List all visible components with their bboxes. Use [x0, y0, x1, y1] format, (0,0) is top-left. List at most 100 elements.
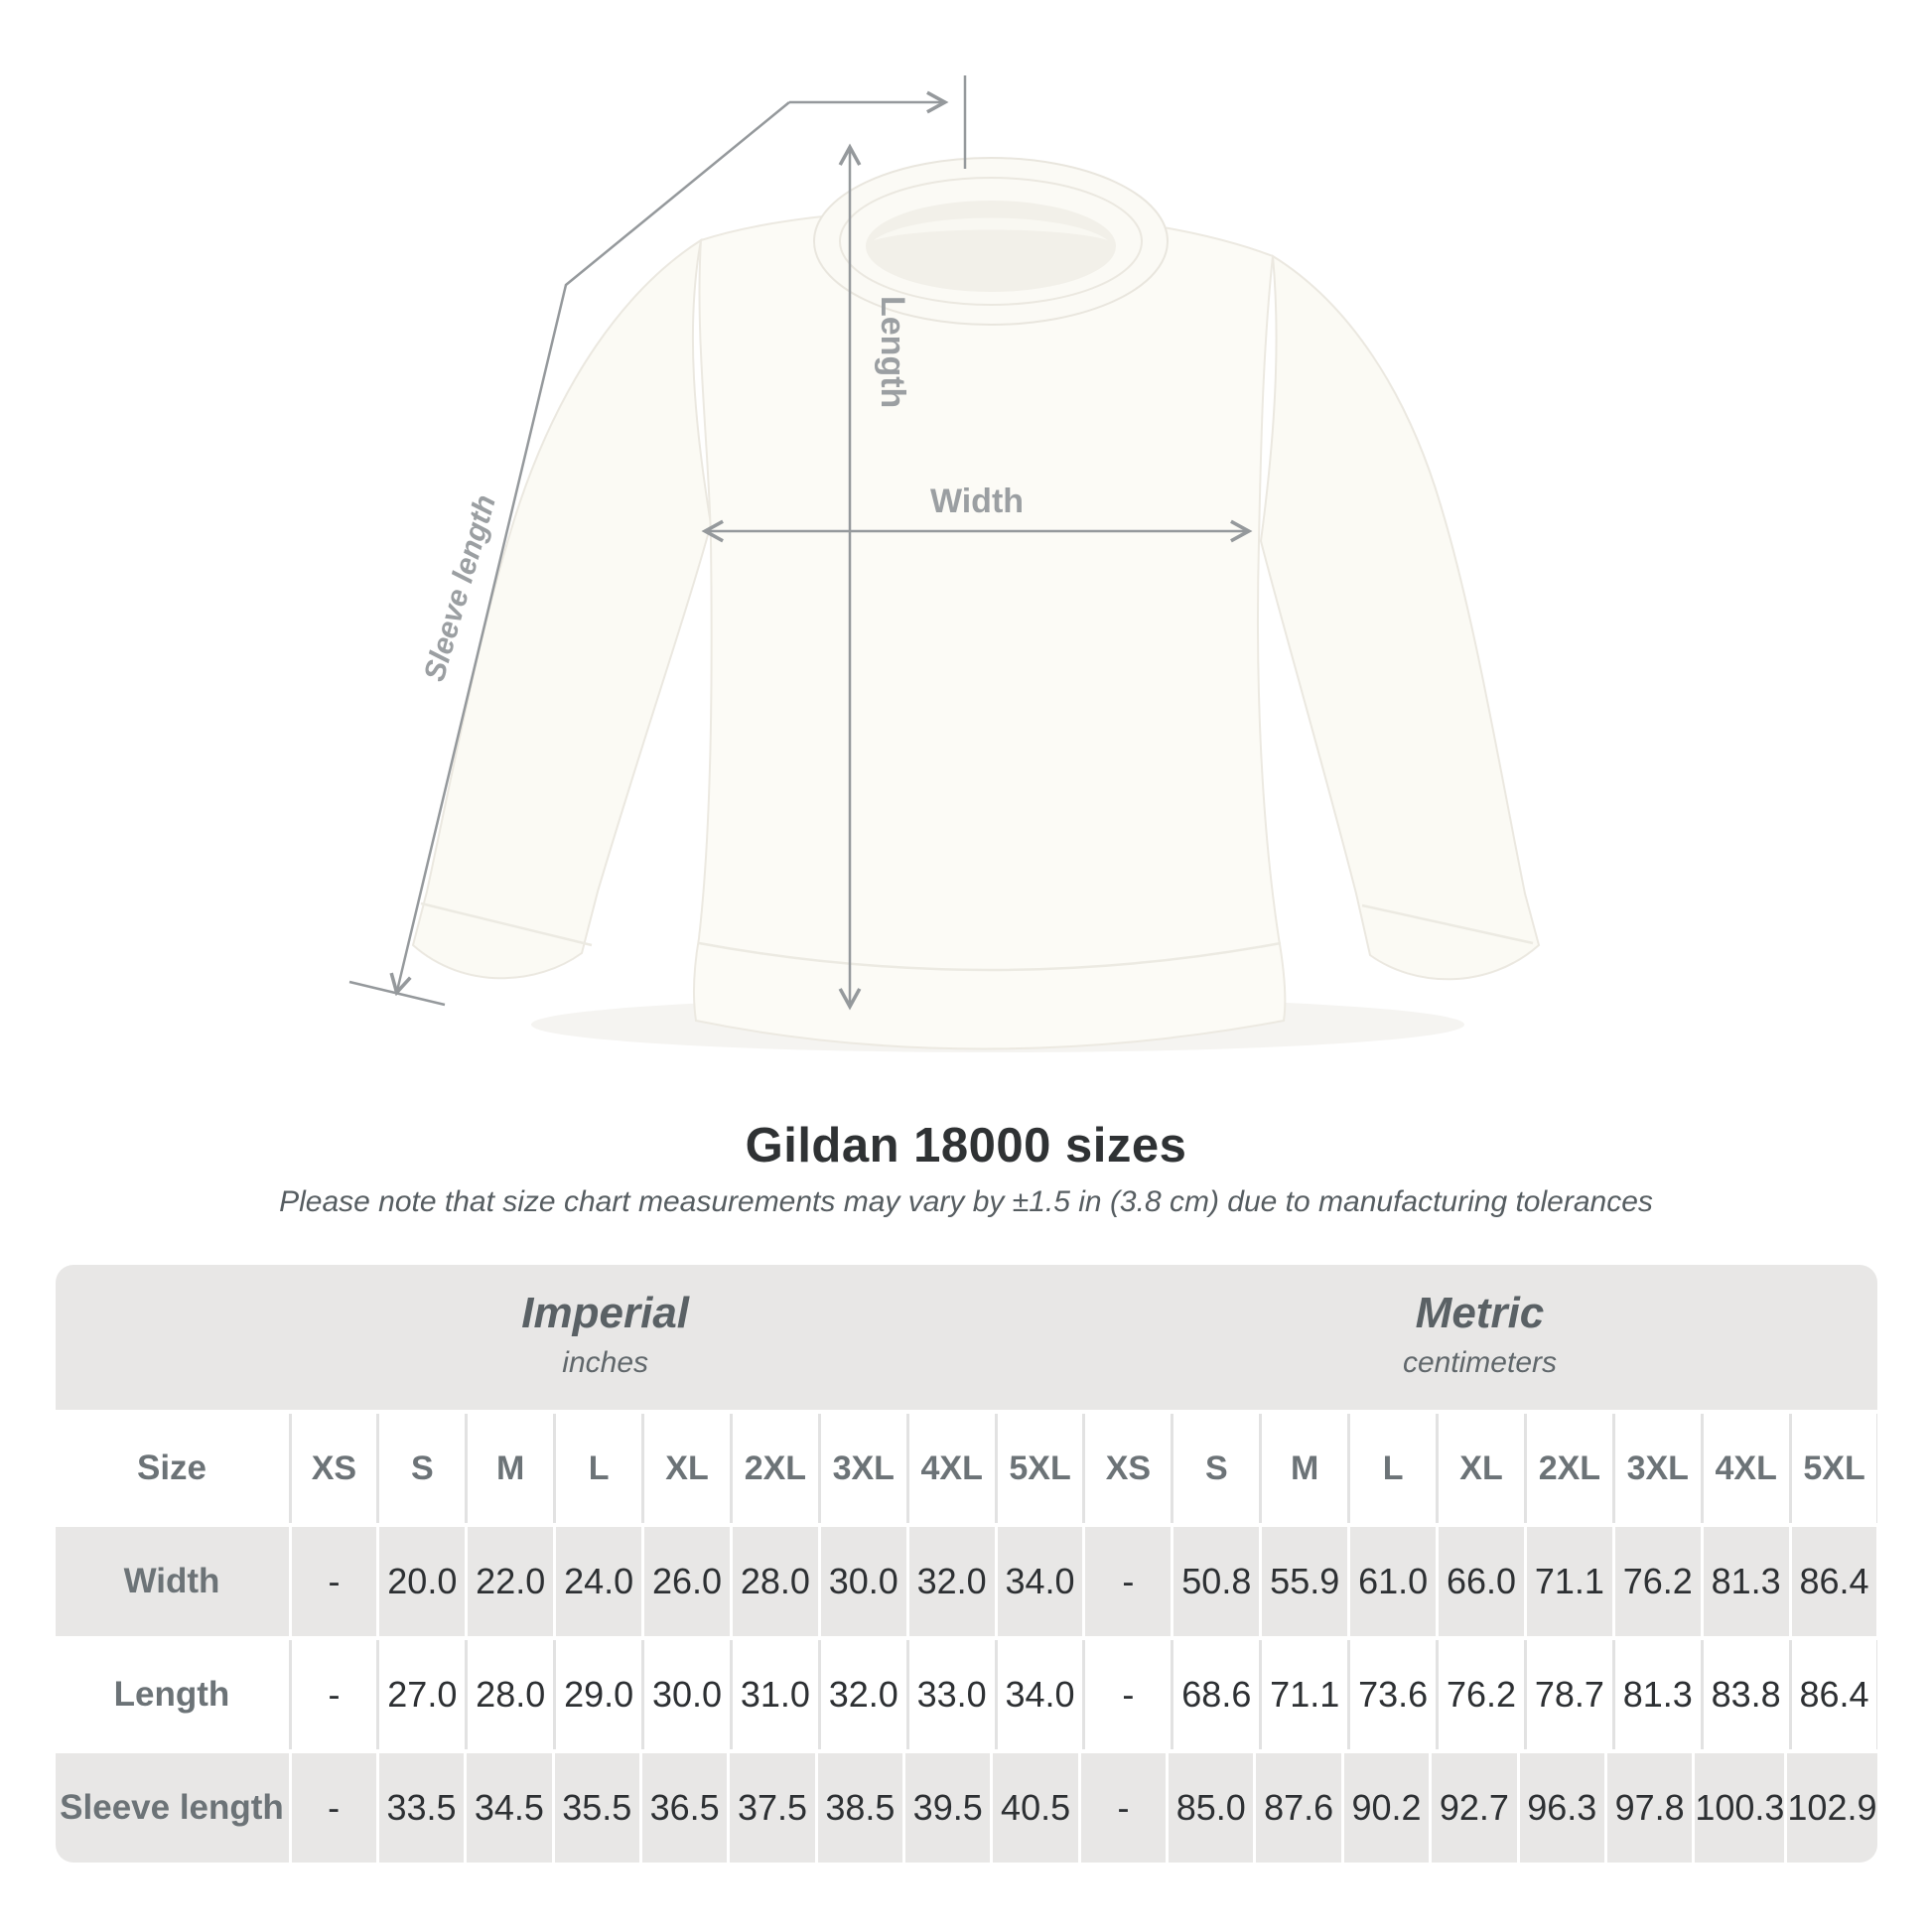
table-row-sleeve-length: Sleeve length - 33.5 34.5 35.5 36.5 37.5… [55, 1753, 1877, 1863]
size-header-metric-s: S [1173, 1414, 1260, 1523]
sleeve-metric-5xl: 102.9 [1787, 1753, 1877, 1863]
sleeve-imperial-3xl: 38.5 [817, 1753, 903, 1863]
left-sleeve [411, 237, 713, 980]
size-header-imperial-s: S [379, 1414, 466, 1523]
width-imperial-m: 22.0 [468, 1527, 554, 1636]
size-header-imperial-5xl: 5XL [997, 1414, 1083, 1523]
imperial-label: Imperial [521, 1289, 690, 1337]
sleeve-imperial-xl: 36.5 [641, 1753, 728, 1863]
length-metric-5xl: 86.4 [1791, 1640, 1877, 1749]
size-header-imperial-3xl: 3XL [820, 1414, 906, 1523]
length-metric-l: 73.6 [1350, 1640, 1437, 1749]
metric-sublabel: centimeters [1402, 1346, 1557, 1379]
length-imperial-xs: - [291, 1640, 377, 1749]
sweatshirt-illustration [411, 157, 1541, 1052]
table-row-length: Length - 27.0 28.0 29.0 30.0 31.0 32.0 3… [55, 1640, 1877, 1749]
sleeve-imperial-m: 34.5 [467, 1753, 552, 1863]
table-row-width: Width - 20.0 22.0 24.0 26.0 28.0 30.0 32… [55, 1527, 1877, 1636]
length-imperial-4xl: 33.0 [908, 1640, 995, 1749]
sleeve-imperial-5xl: 40.5 [993, 1753, 1078, 1863]
row-label-length: Length [55, 1640, 289, 1749]
sleeve-metric-3xl: 97.8 [1606, 1753, 1693, 1863]
row-label-width: Width [55, 1527, 289, 1636]
size-header-metric-5xl: 5XL [1791, 1414, 1877, 1523]
hem-seam [698, 941, 1282, 972]
width-metric-2xl: 71.1 [1526, 1527, 1612, 1636]
size-header-imperial-xl: XL [644, 1414, 730, 1523]
sleeve-imperial-2xl: 37.5 [730, 1753, 815, 1863]
length-metric-m: 71.1 [1262, 1640, 1348, 1749]
left-cuff-seam [420, 901, 593, 947]
length-label: Length [874, 296, 911, 408]
units-band: Imperial inches Metric centimeters [55, 1265, 1877, 1410]
length-imperial-m: 28.0 [468, 1640, 554, 1749]
size-header-metric-xl: XL [1439, 1414, 1524, 1523]
length-imperial-5xl: 34.0 [997, 1640, 1083, 1749]
width-imperial-3xl: 30.0 [820, 1527, 906, 1636]
length-metric-xl: 76.2 [1439, 1640, 1524, 1749]
measurement-figure: Length Width Sleeve length [348, 75, 1541, 1052]
width-imperial-xs: - [291, 1527, 377, 1636]
sleeve-metric-xl: 92.7 [1432, 1753, 1517, 1863]
length-imperial-s: 27.0 [379, 1640, 466, 1749]
measurement-overlay [348, 75, 1247, 1007]
length-imperial-l: 29.0 [556, 1640, 642, 1749]
width-metric-m: 55.9 [1262, 1527, 1348, 1636]
size-header-metric-4xl: 4XL [1703, 1414, 1789, 1523]
length-imperial-3xl: 32.0 [820, 1640, 906, 1749]
size-header-metric-l: L [1350, 1414, 1437, 1523]
width-metric-l: 61.0 [1350, 1527, 1437, 1636]
right-sleeve [1259, 254, 1541, 981]
sleeve-metric-l: 90.2 [1343, 1753, 1430, 1863]
width-imperial-2xl: 28.0 [732, 1527, 818, 1636]
imperial-sublabel: inches [562, 1346, 649, 1379]
size-header-metric-m: M [1262, 1414, 1348, 1523]
body [693, 208, 1287, 1050]
table-header-row: Size XS S M L XL 2XL 3XL 4XL 5XL XS S M … [55, 1414, 1877, 1523]
sleeve-length-end-tick [348, 980, 446, 1007]
width-label: Width [930, 483, 1024, 520]
width-metric-4xl: 81.3 [1703, 1527, 1789, 1636]
back-neck [874, 217, 1108, 240]
sleeve-metric-m: 87.6 [1256, 1753, 1341, 1863]
sleeve-imperial-l: 35.5 [554, 1753, 639, 1863]
sleeve-imperial-xs: - [291, 1753, 376, 1863]
tolerance-note: Please note that size chart measurements… [279, 1185, 1653, 1218]
width-metric-xs: - [1085, 1527, 1172, 1636]
width-imperial-xl: 26.0 [644, 1527, 730, 1636]
size-header-imperial-l: L [556, 1414, 642, 1523]
length-metric-2xl: 78.7 [1526, 1640, 1612, 1749]
width-metric-s: 50.8 [1173, 1527, 1260, 1636]
imperial-section-header: Imperial inches [521, 1289, 689, 1380]
size-header-imperial-2xl: 2XL [732, 1414, 818, 1523]
length-metric-3xl: 81.3 [1614, 1640, 1701, 1749]
metric-section-header: Metric centimeters [1403, 1289, 1557, 1380]
size-header-imperial-4xl: 4XL [908, 1414, 995, 1523]
length-metric-s: 68.6 [1173, 1640, 1260, 1749]
caption-block: Gildan 18000 sizes Please note that size… [0, 1092, 1932, 1219]
right-cuff-seam [1361, 903, 1534, 945]
width-metric-5xl: 86.4 [1791, 1527, 1877, 1636]
sleeve-length-line [397, 101, 790, 991]
width-imperial-l: 24.0 [556, 1527, 642, 1636]
page-title: Gildan 18000 sizes [745, 1119, 1187, 1173]
sweatshirt-diagram: Length Width Sleeve length [348, 75, 1541, 1052]
width-imperial-5xl: 34.0 [997, 1527, 1083, 1636]
sleeve-imperial-s: 33.5 [378, 1753, 465, 1863]
corner-header-cell: Size [55, 1414, 289, 1523]
size-header-metric-2xl: 2XL [1526, 1414, 1612, 1523]
sleeve-metric-xs: - [1080, 1753, 1167, 1863]
size-header-imperial-xs: XS [291, 1414, 377, 1523]
sleeve-metric-s: 85.0 [1169, 1753, 1254, 1863]
size-header-metric-xs: XS [1085, 1414, 1172, 1523]
size-chart-table: Imperial inches Metric centimeters Size … [55, 1265, 1877, 1863]
sleeve-imperial-4xl: 39.5 [905, 1753, 991, 1863]
row-label-sleeve-length: Sleeve length [55, 1753, 289, 1863]
length-metric-xs: - [1085, 1640, 1172, 1749]
size-header-imperial-m: M [468, 1414, 554, 1523]
size-header-metric-3xl: 3XL [1614, 1414, 1701, 1523]
collar-opening [866, 201, 1116, 292]
length-imperial-xl: 30.0 [644, 1640, 730, 1749]
width-metric-3xl: 76.2 [1614, 1527, 1701, 1636]
width-imperial-s: 20.0 [379, 1527, 466, 1636]
